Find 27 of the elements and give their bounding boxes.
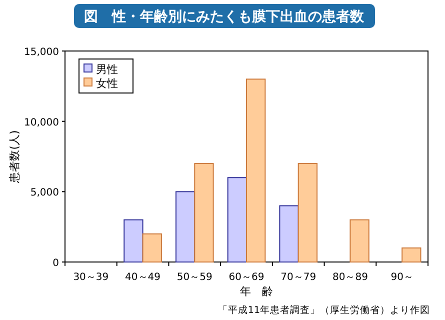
- x-tick-label: 90～: [390, 272, 414, 283]
- bar: [124, 219, 144, 262]
- y-tick-label: 10,000: [24, 117, 59, 128]
- bar: [279, 205, 299, 262]
- y-tick-label: 0: [52, 258, 59, 269]
- bar: [142, 233, 162, 262]
- bar: [194, 163, 214, 262]
- x-tick-label: 70～79: [280, 272, 316, 283]
- x-tick-label: 40～49: [125, 272, 161, 283]
- bar: [227, 177, 247, 262]
- legend-label: 女性: [96, 77, 118, 90]
- x-axis-title: 年 齢: [240, 285, 273, 298]
- y-tick-label: 5,000: [30, 188, 59, 199]
- chart-title: 図 性・年齢別にみたくも膜下出血の患者数: [84, 9, 365, 25]
- x-tick-label: 50～59: [176, 272, 212, 283]
- x-tick-label: 80～89: [332, 272, 368, 283]
- x-tick-label: 30～39: [73, 272, 109, 283]
- bar: [298, 163, 318, 262]
- y-axis-title: 患者数(人): [8, 130, 21, 184]
- bar: [175, 191, 196, 262]
- y-tick-label: 15,000: [24, 47, 59, 58]
- text: 「平成11年患者調査」（厚生労働省）より作図: [218, 304, 430, 316]
- bar: [350, 219, 370, 262]
- bar: [402, 247, 422, 262]
- x-tick-label: 60～69: [228, 272, 264, 283]
- bar: [246, 78, 266, 262]
- legend-label: 男性: [96, 63, 118, 76]
